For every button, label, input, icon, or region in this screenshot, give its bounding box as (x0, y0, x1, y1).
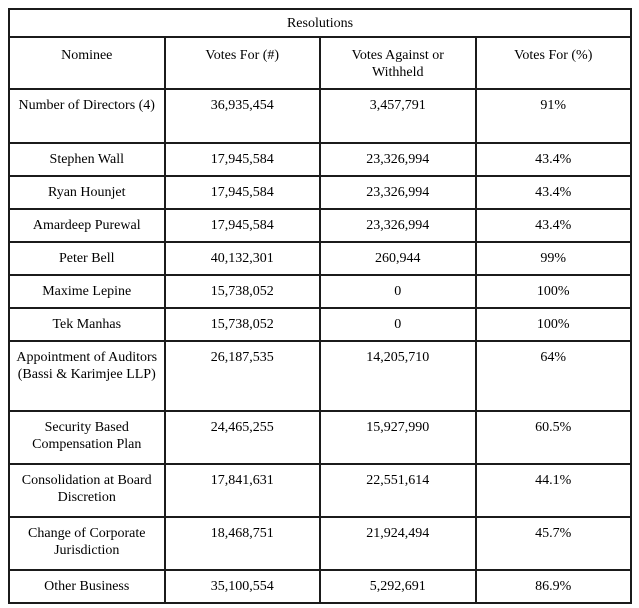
nominee-cell: Other Business (8, 569, 166, 605)
votes-for-cell: 17,945,584 (163, 175, 321, 211)
votes-for-cell: 17,945,584 (163, 142, 321, 178)
nominee-cell: Stephen Wall (8, 142, 166, 178)
votes-for-cell: 40,132,301 (163, 241, 321, 277)
votes-for-pct-cell: 100% (474, 307, 632, 343)
table-row: Other Business 35,100,554 5,292,691 86.9… (8, 569, 632, 605)
votes-for-cell: 35,100,554 (163, 569, 321, 605)
votes-for-pct-cell: 44.1% (474, 463, 632, 519)
nominee-cell: Maxime Lepine (8, 274, 166, 310)
nominee-cell: Ryan Hounjet (8, 175, 166, 211)
votes-against-cell: 260,944 (319, 241, 477, 277)
votes-for-pct-cell: 64% (474, 340, 632, 413)
votes-against-cell: 23,326,994 (319, 175, 477, 211)
votes-for-pct-cell: 99% (474, 241, 632, 277)
column-header-votes-against: Votes Against or Withheld (319, 36, 477, 91)
votes-for-pct-cell: 100% (474, 274, 632, 310)
votes-for-cell: 17,945,584 (163, 208, 321, 244)
votes-for-cell: 17,841,631 (163, 463, 321, 519)
votes-for-cell: 24,465,255 (163, 410, 321, 466)
table-title: Resolutions (8, 7, 632, 39)
votes-against-cell: 22,551,614 (319, 463, 477, 519)
votes-against-cell: 15,927,990 (319, 410, 477, 466)
nominee-cell: Amardeep Purewal (8, 208, 166, 244)
table-row: Peter Bell 40,132,301 260,944 99% (8, 241, 632, 277)
votes-for-pct-cell: 91% (474, 88, 632, 145)
table-title-row: Resolutions (8, 7, 632, 39)
votes-for-pct-cell: 43.4% (474, 175, 632, 211)
votes-for-cell: 15,738,052 (163, 307, 321, 343)
nominee-cell: Change of Corporate Jurisdiction (8, 516, 166, 572)
resolutions-table: Resolutions Nominee Votes For (#) Votes … (8, 7, 632, 605)
nominee-cell: Tek Manhas (8, 307, 166, 343)
votes-for-pct-cell: 86.9% (474, 569, 632, 605)
votes-for-cell: 18,468,751 (163, 516, 321, 572)
votes-against-cell: 0 (319, 274, 477, 310)
table-row: Stephen Wall 17,945,584 23,326,994 43.4% (8, 142, 632, 178)
votes-against-cell: 23,326,994 (319, 208, 477, 244)
votes-against-cell: 5,292,691 (319, 569, 477, 605)
nominee-cell: Number of Directors (4) (8, 88, 166, 145)
column-header-nominee: Nominee (8, 36, 166, 91)
table-row: Ryan Hounjet 17,945,584 23,326,994 43.4% (8, 175, 632, 211)
votes-against-cell: 0 (319, 307, 477, 343)
table-row: Security Based Compensation Plan 24,465,… (8, 410, 632, 466)
column-header-votes-for-pct: Votes For (%) (474, 36, 632, 91)
table-row: Amardeep Purewal 17,945,584 23,326,994 4… (8, 208, 632, 244)
column-header-votes-for: Votes For (#) (163, 36, 321, 91)
table-row: Appointment of Auditors (Bassi & Karimje… (8, 340, 632, 413)
table-header-row: Nominee Votes For (#) Votes Against or W… (8, 36, 632, 91)
votes-against-cell: 23,326,994 (319, 142, 477, 178)
table-row: Consolidation at Board Discretion 17,841… (8, 463, 632, 519)
nominee-cell: Consolidation at Board Discretion (8, 463, 166, 519)
table-row: Tek Manhas 15,738,052 0 100% (8, 307, 632, 343)
nominee-cell: Appointment of Auditors (Bassi & Karimje… (8, 340, 166, 413)
votes-for-pct-cell: 43.4% (474, 142, 632, 178)
votes-against-cell: 3,457,791 (319, 88, 477, 145)
table-row: Change of Corporate Jurisdiction 18,468,… (8, 516, 632, 572)
votes-for-cell: 36,935,454 (163, 88, 321, 145)
votes-for-pct-cell: 60.5% (474, 410, 632, 466)
nominee-cell: Peter Bell (8, 241, 166, 277)
votes-for-cell: 26,187,535 (163, 340, 321, 413)
votes-for-cell: 15,738,052 (163, 274, 321, 310)
table-row: Maxime Lepine 15,738,052 0 100% (8, 274, 632, 310)
table-row: Number of Directors (4) 36,935,454 3,457… (8, 88, 632, 145)
votes-for-pct-cell: 45.7% (474, 516, 632, 572)
votes-against-cell: 21,924,494 (319, 516, 477, 572)
votes-for-pct-cell: 43.4% (474, 208, 632, 244)
nominee-cell: Security Based Compensation Plan (8, 410, 166, 466)
votes-against-cell: 14,205,710 (319, 340, 477, 413)
